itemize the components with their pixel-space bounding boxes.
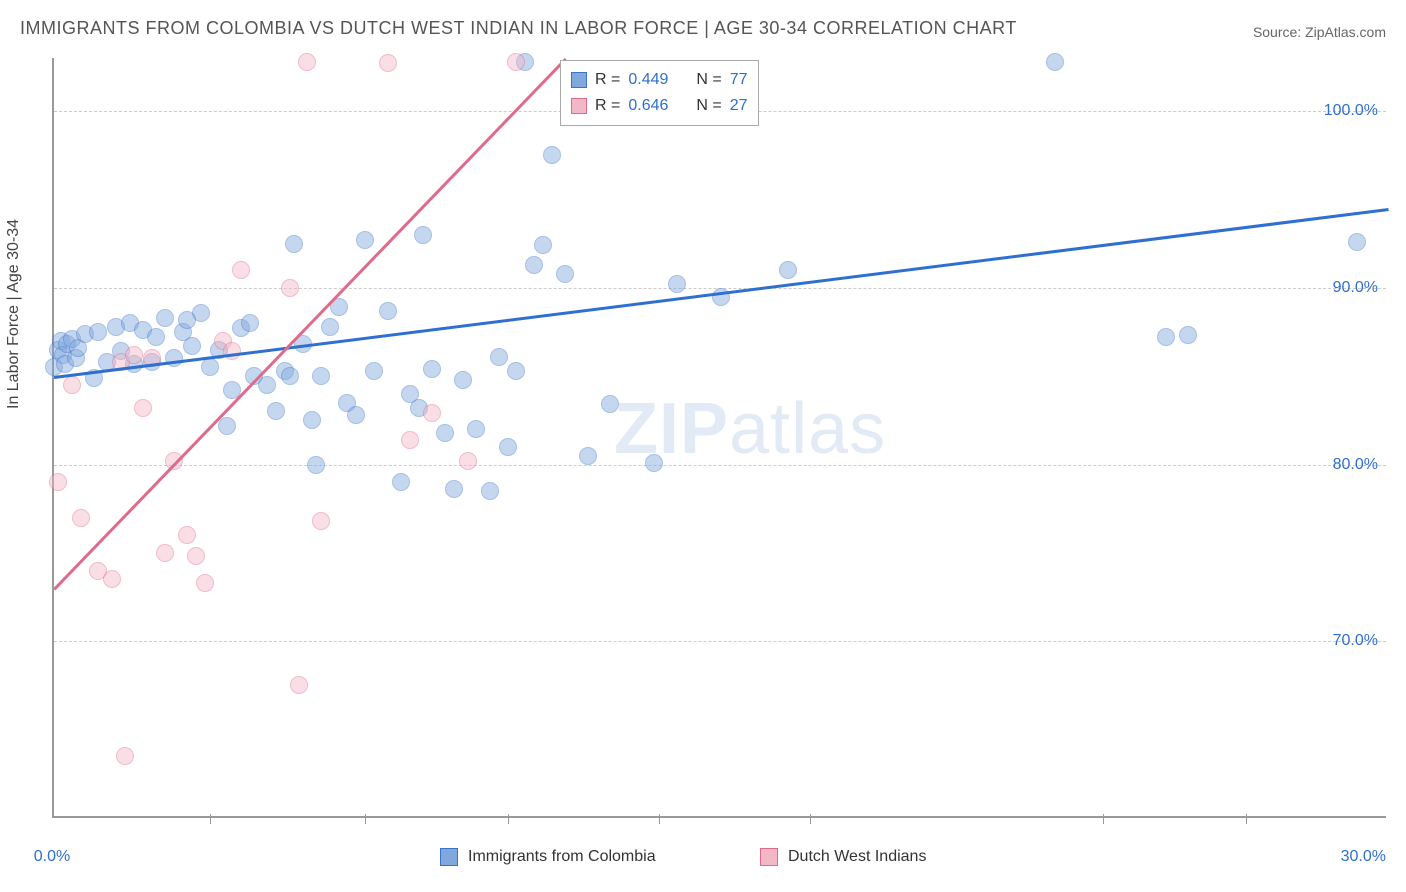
- data-point-series-2: [134, 399, 152, 417]
- data-point-series-1: [1157, 328, 1175, 346]
- data-point-series-2: [223, 342, 241, 360]
- legend-swatch-1: [571, 72, 587, 88]
- data-point-series-1: [321, 318, 339, 336]
- data-point-series-1: [303, 411, 321, 429]
- data-point-series-2: [423, 404, 441, 422]
- data-point-series-1: [499, 438, 517, 456]
- data-point-series-2: [103, 570, 121, 588]
- data-point-series-1: [668, 275, 686, 293]
- regression-line-series-1: [54, 208, 1388, 378]
- data-point-series-1: [1179, 326, 1197, 344]
- correlation-legend: R = 0.449 N = 77 R = 0.646 N = 27: [560, 60, 759, 126]
- data-point-series-1: [556, 265, 574, 283]
- data-point-series-2: [156, 544, 174, 562]
- data-point-series-2: [281, 279, 299, 297]
- data-point-series-1: [365, 362, 383, 380]
- source-attribution: Source: ZipAtlas.com: [1253, 24, 1386, 40]
- legend-row-series-2: R = 0.646 N = 27: [571, 93, 748, 119]
- data-point-series-1: [779, 261, 797, 279]
- data-point-series-2: [116, 747, 134, 765]
- data-point-series-2: [379, 54, 397, 72]
- y-tick-label: 80.0%: [1333, 456, 1378, 474]
- data-point-series-1: [481, 482, 499, 500]
- data-point-series-1: [241, 314, 259, 332]
- data-point-series-2: [298, 53, 316, 71]
- y-tick-label: 100.0%: [1324, 102, 1378, 120]
- data-point-series-1: [454, 371, 472, 389]
- data-point-series-2: [187, 547, 205, 565]
- x-tick: [365, 814, 366, 824]
- data-point-series-1: [312, 367, 330, 385]
- legend-swatch-bottom-2: [760, 848, 778, 866]
- data-point-series-1: [285, 235, 303, 253]
- y-axis-label: In Labor Force | Age 30-34: [5, 219, 23, 409]
- data-point-series-1: [392, 473, 410, 491]
- data-point-series-2: [312, 512, 330, 530]
- x-tick-label-min: 0.0%: [34, 848, 70, 866]
- chart-title: IMMIGRANTS FROM COLOMBIA VS DUTCH WEST I…: [20, 18, 1017, 39]
- x-tick: [1103, 814, 1104, 824]
- data-point-series-1: [89, 323, 107, 341]
- data-point-series-1: [525, 256, 543, 274]
- data-point-series-1: [543, 146, 561, 164]
- data-point-series-1: [436, 424, 454, 442]
- data-point-series-1: [445, 480, 463, 498]
- data-point-series-2: [232, 261, 250, 279]
- data-point-series-2: [290, 676, 308, 694]
- data-point-series-2: [125, 346, 143, 364]
- data-point-series-1: [165, 349, 183, 367]
- data-point-series-2: [401, 431, 419, 449]
- data-point-series-2: [459, 452, 477, 470]
- data-point-series-2: [72, 509, 90, 527]
- data-point-series-1: [183, 337, 201, 355]
- gridline: [54, 465, 1386, 466]
- data-point-series-1: [201, 358, 219, 376]
- x-tick: [1246, 814, 1247, 824]
- data-point-series-1: [281, 367, 299, 385]
- legend-row-series-1: R = 0.449 N = 77: [571, 67, 748, 93]
- data-point-series-1: [356, 231, 374, 249]
- data-point-series-1: [490, 348, 508, 366]
- data-point-series-1: [645, 454, 663, 472]
- x-tick: [508, 814, 509, 824]
- x-tick: [659, 814, 660, 824]
- data-point-series-1: [414, 226, 432, 244]
- data-point-series-2: [63, 376, 81, 394]
- series-legend-2: Dutch West Indians: [760, 848, 926, 866]
- data-point-series-1: [579, 447, 597, 465]
- data-point-series-1: [1046, 53, 1064, 71]
- x-tick: [810, 814, 811, 824]
- legend-swatch-bottom-1: [440, 848, 458, 866]
- y-tick-label: 70.0%: [1333, 632, 1378, 650]
- data-point-series-1: [147, 328, 165, 346]
- series-legend-1: Immigrants from Colombia: [440, 848, 656, 866]
- data-point-series-1: [267, 402, 285, 420]
- data-point-series-1: [307, 456, 325, 474]
- data-point-series-1: [423, 360, 441, 378]
- data-point-series-2: [507, 53, 525, 71]
- data-point-series-1: [156, 309, 174, 327]
- data-point-series-1: [258, 376, 276, 394]
- legend-swatch-2: [571, 98, 587, 114]
- data-point-series-2: [178, 526, 196, 544]
- data-point-series-1: [178, 311, 196, 329]
- x-tick: [210, 814, 211, 824]
- data-point-series-2: [49, 473, 67, 491]
- data-point-series-1: [534, 236, 552, 254]
- data-point-series-1: [507, 362, 525, 380]
- chart-container: IMMIGRANTS FROM COLOMBIA VS DUTCH WEST I…: [0, 0, 1406, 892]
- x-tick-label-max: 30.0%: [1341, 848, 1386, 866]
- data-point-series-1: [467, 420, 485, 438]
- data-point-series-2: [196, 574, 214, 592]
- data-point-series-1: [379, 302, 397, 320]
- y-tick-label: 90.0%: [1333, 279, 1378, 297]
- data-point-series-1: [601, 395, 619, 413]
- plot-area: ZIPatlas 70.0%80.0%90.0%100.0%: [52, 58, 1386, 818]
- data-point-series-1: [347, 406, 365, 424]
- gridline: [54, 641, 1386, 642]
- data-point-series-1: [1348, 233, 1366, 251]
- data-point-series-1: [218, 417, 236, 435]
